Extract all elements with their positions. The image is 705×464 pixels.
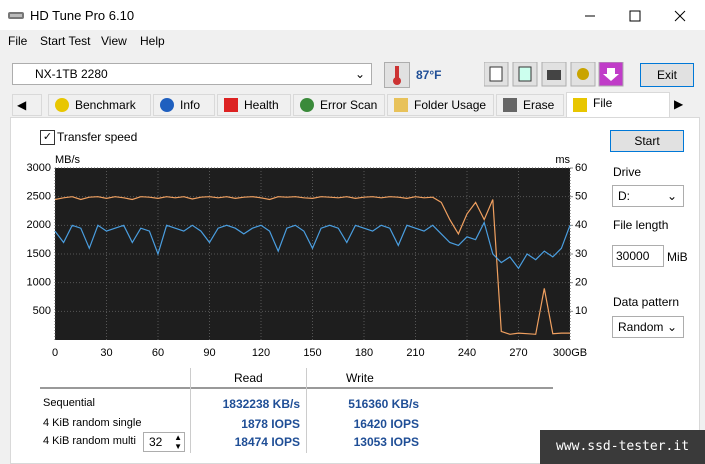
tab-label: Erase xyxy=(523,98,555,112)
drive-select[interactable]: NX-1TB 2280 ⌄ xyxy=(12,63,372,85)
x-tick-label: 300GB xyxy=(553,347,587,359)
tab[interactable]: Health xyxy=(217,94,291,116)
app-icon xyxy=(8,12,24,19)
y-tick-label: 1500 xyxy=(27,248,51,260)
x-tick-label: 270 xyxy=(509,347,527,359)
tab-scroll-right[interactable]: ▶ xyxy=(674,97,684,111)
y2-tick-label: 10 xyxy=(575,305,587,317)
queue-depth-input[interactable]: 32 ▲ ▼ xyxy=(143,432,185,452)
x-tick-label: 180 xyxy=(355,347,373,359)
tab[interactable]: Benchmark xyxy=(48,94,151,116)
series-line xyxy=(54,220,571,270)
y-tick-label: 3000 xyxy=(27,162,51,174)
row-label: Sequential xyxy=(43,397,95,409)
data-pattern-label: Data pattern xyxy=(613,295,680,309)
x-tick-label: 90 xyxy=(203,347,215,359)
y-tick-label: 1000 xyxy=(27,277,51,289)
toolbar-icons[interactable] xyxy=(483,61,624,91)
data-pattern: Random xyxy=(618,320,664,334)
checkbox-label: Transfer speed xyxy=(57,130,138,144)
x-tick-label: 210 xyxy=(406,347,424,359)
column-header: Write xyxy=(346,371,374,385)
tab[interactable]: Info xyxy=(153,94,215,116)
x-tick-label: 240 xyxy=(458,347,476,359)
start-button[interactable]: Start xyxy=(610,130,684,152)
window-controls[interactable] xyxy=(575,8,695,24)
result-value: 1878 IOPS xyxy=(241,417,300,431)
title-bar xyxy=(0,0,705,30)
drive-letter: D: xyxy=(618,189,630,203)
y-tick-label: 500 xyxy=(33,305,51,317)
tab-label: Error Scan xyxy=(320,98,378,112)
queue-depth: 32 xyxy=(149,435,163,449)
drive-name: NX-1TB 2280 xyxy=(35,67,108,81)
column-header: Read xyxy=(234,371,263,385)
y-tick-label: 2000 xyxy=(27,219,51,231)
tab-label: Health xyxy=(244,98,279,112)
y-axis-label: MB/s xyxy=(55,154,81,166)
tab-label: Info xyxy=(180,98,201,112)
window-title: HD Tune Pro 6.10 xyxy=(30,8,135,23)
y2-tick-label: 20 xyxy=(575,277,587,289)
data-pattern-select[interactable]: Random ⌄ xyxy=(612,316,684,338)
menu-help[interactable]: Help xyxy=(140,34,165,48)
menu-view[interactable]: View xyxy=(101,34,127,48)
y-tick-label: 2500 xyxy=(27,191,51,203)
file-length-unit: MiB xyxy=(667,250,688,264)
tab[interactable]: Erase xyxy=(496,94,564,116)
tab-label: Benchmark xyxy=(75,98,136,112)
y2-axis-label: ms xyxy=(555,154,570,166)
result-value: 1832238 KB/s xyxy=(222,397,300,411)
x-tick-label: 0 xyxy=(52,347,58,359)
tab[interactable]: Folder Usage xyxy=(387,94,494,116)
checkbox[interactable]: ✓ xyxy=(40,130,55,145)
result-value: 13053 IOPS xyxy=(353,435,419,449)
exit-button[interactable]: Exit xyxy=(640,63,694,87)
menu-file[interactable]: File xyxy=(8,34,28,48)
x-tick-label: 30 xyxy=(100,347,112,359)
y2-tick-label: 60 xyxy=(575,162,587,174)
menu-start-test[interactable]: Start Test xyxy=(40,34,91,48)
result-value: 516360 KB/s xyxy=(348,397,419,411)
temperature: 87°F xyxy=(416,68,442,82)
y2-tick-label: 40 xyxy=(575,219,587,231)
tab-scroll-left[interactable]: ◀ xyxy=(12,94,42,116)
file-length: 30000 xyxy=(616,249,650,263)
y2-tick-label: 30 xyxy=(575,248,587,260)
row-label: 4 KiB random multi xyxy=(43,435,136,447)
watermark: www.ssd-tester.it xyxy=(540,430,705,464)
x-tick-label: 60 xyxy=(152,347,164,359)
drive-letter-select[interactable]: D: ⌄ xyxy=(612,185,684,207)
result-value: 18474 IOPS xyxy=(234,435,300,449)
table-divider xyxy=(306,368,307,453)
tab[interactable]: Error Scan xyxy=(293,94,385,116)
row-label: 4 KiB random single xyxy=(43,417,142,429)
temperature-icon xyxy=(384,62,410,88)
table-rule xyxy=(40,387,553,389)
file-length-label: File length xyxy=(613,218,669,232)
x-tick-label: 150 xyxy=(303,347,321,359)
tab-label: Folder Usage xyxy=(414,98,487,112)
series-line xyxy=(54,196,570,335)
chart: MB/s ms 50010001500200025003000102030405… xyxy=(27,154,588,359)
tab-active[interactable]: File Benchm... xyxy=(566,92,670,130)
y2-tick-label: 50 xyxy=(575,191,587,203)
result-value: 16420 IOPS xyxy=(353,417,419,431)
table-divider xyxy=(190,368,191,453)
file-length-input[interactable]: 30000 xyxy=(612,245,664,267)
x-tick-label: 120 xyxy=(252,347,270,359)
drive-label: Drive xyxy=(613,165,642,179)
